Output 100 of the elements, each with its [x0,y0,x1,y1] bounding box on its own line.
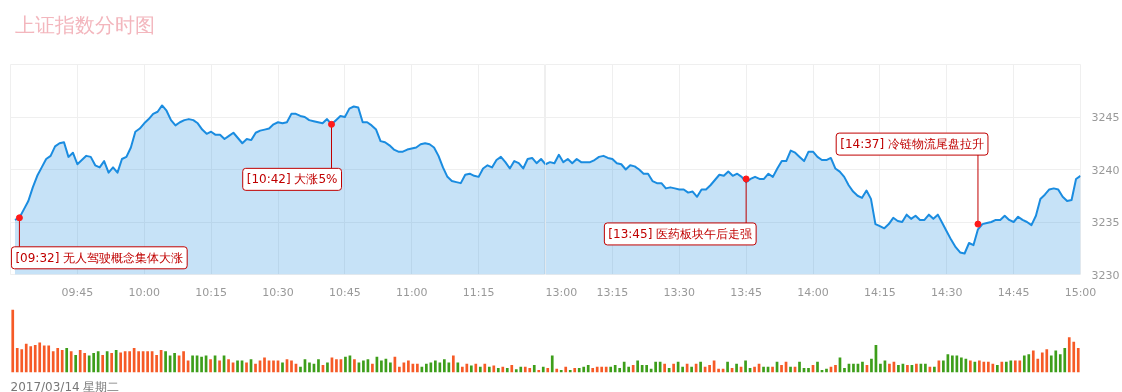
bar [128,351,131,373]
bar [371,363,374,373]
annotation: [13:45] 医药板块午后走强 [608,226,753,241]
x-tick-label: 09:45 [61,285,94,299]
bar [780,364,783,373]
x-tick-label: 10:30 [262,285,294,299]
bar [425,363,428,373]
bar [380,360,383,373]
bar [595,366,599,373]
bar [933,366,936,373]
bar [523,366,527,373]
x-tick-label: 11:15 [462,285,495,299]
x-tick-label: 14:15 [864,285,896,299]
x-tick-label: 13:00 [545,285,578,299]
bar [609,366,613,373]
bar [114,349,118,373]
bar [1000,361,1004,373]
bar [834,364,837,373]
bar [182,351,185,373]
bar [487,366,491,373]
bar [119,352,122,373]
x-tick-label: 10:00 [128,285,161,299]
bar [600,366,604,373]
bar [69,351,73,373]
bar [708,364,711,373]
bar [501,366,505,373]
x-tick-label: 10:45 [329,285,361,299]
bar [11,309,15,373]
annotation: [10:42] 大涨5% [246,172,338,187]
bar [15,348,19,373]
bar [191,355,194,373]
bar [42,345,46,373]
bar [879,363,882,373]
bar [550,355,554,373]
bar [483,363,487,373]
bar [555,368,559,373]
x-tick-label: 14:45 [997,285,1030,299]
bar [299,366,302,373]
bar [416,363,419,373]
bar [951,355,954,373]
bar [986,361,990,373]
bar [645,364,648,373]
bar [510,364,514,373]
bar [87,355,91,373]
bar [398,366,401,373]
bar [326,362,329,373]
bar [218,360,221,373]
bar [762,366,765,373]
bar [362,360,365,373]
bar [155,354,158,373]
x-tick-label: 13:45 [730,285,762,299]
bar [38,342,42,373]
bar [726,361,729,373]
x-tick-label: 10:15 [195,285,227,299]
bar [852,363,855,373]
bar [1049,355,1053,373]
bar [825,368,828,373]
bar [24,343,28,373]
bar [622,361,626,373]
bar [969,360,972,373]
bar [915,363,918,373]
bar [353,359,356,373]
bar [519,366,523,373]
bar [861,361,864,373]
bar [227,359,230,373]
x-tick-label: 14:30 [930,285,963,299]
x-tick-label: 13:30 [663,285,696,299]
bar [335,359,338,373]
bar [577,368,581,373]
bar [573,368,577,373]
bar [978,360,981,373]
bar [586,364,590,373]
bar [942,360,945,373]
bar [789,366,792,373]
annotation: [09:32] 无人驾驶概念集体大涨 [15,250,184,265]
bar [1027,354,1031,373]
bar [1031,350,1035,373]
bar [465,363,469,373]
bar [1072,341,1076,373]
y-tick-label: 3230 [1091,268,1120,282]
bar [56,348,60,373]
bar [528,368,532,373]
bar [236,360,239,373]
bar [478,366,482,373]
bar [541,366,545,373]
bar [96,351,100,373]
bar [618,368,622,373]
bar [564,366,568,373]
bar [1045,349,1049,373]
bar [924,363,927,373]
bar [627,366,631,373]
bar [663,363,666,373]
bar [771,366,774,373]
bar [1076,348,1080,373]
bar [672,363,675,373]
bar [447,362,451,373]
bar [613,364,617,373]
bar [60,349,64,373]
bar [582,366,586,373]
bar [690,366,693,373]
